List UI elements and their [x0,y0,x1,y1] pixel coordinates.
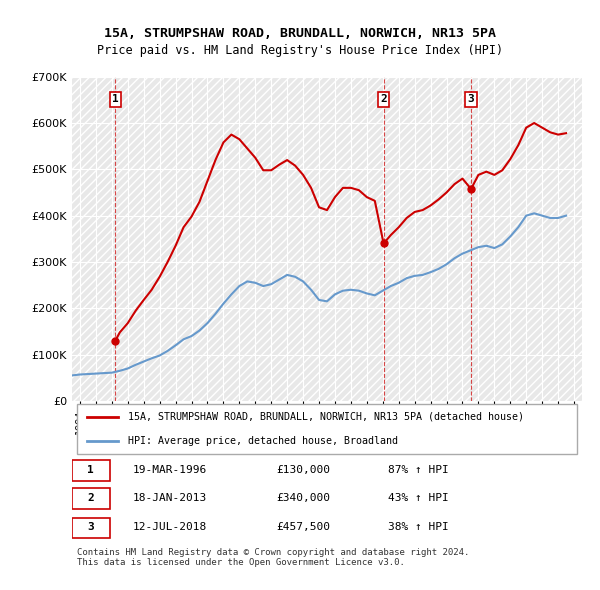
Text: 38% ↑ HPI: 38% ↑ HPI [388,522,449,532]
Text: £457,500: £457,500 [276,522,330,532]
FancyBboxPatch shape [72,518,110,539]
Text: HPI: Average price, detached house, Broadland: HPI: Average price, detached house, Broa… [128,436,398,446]
FancyBboxPatch shape [77,404,577,454]
Text: 3: 3 [88,522,94,532]
Text: £130,000: £130,000 [276,464,330,474]
Text: 2: 2 [88,493,94,503]
Text: 12-JUL-2018: 12-JUL-2018 [133,522,208,532]
Text: Price paid vs. HM Land Registry's House Price Index (HPI): Price paid vs. HM Land Registry's House … [97,44,503,57]
Text: 2: 2 [380,94,387,104]
FancyBboxPatch shape [72,460,110,481]
Text: 18-JAN-2013: 18-JAN-2013 [133,493,208,503]
Text: 15A, STRUMPSHAW ROAD, BRUNDALL, NORWICH, NR13 5PA (detached house): 15A, STRUMPSHAW ROAD, BRUNDALL, NORWICH,… [128,411,524,421]
Text: 19-MAR-1996: 19-MAR-1996 [133,464,208,474]
Text: 87% ↑ HPI: 87% ↑ HPI [388,464,449,474]
Text: 1: 1 [88,464,94,474]
Text: £340,000: £340,000 [276,493,330,503]
Text: 1: 1 [112,94,119,104]
FancyBboxPatch shape [72,489,110,509]
Text: 15A, STRUMPSHAW ROAD, BRUNDALL, NORWICH, NR13 5PA: 15A, STRUMPSHAW ROAD, BRUNDALL, NORWICH,… [104,27,496,40]
Text: Contains HM Land Registry data © Crown copyright and database right 2024.
This d: Contains HM Land Registry data © Crown c… [77,548,469,568]
Text: 43% ↑ HPI: 43% ↑ HPI [388,493,449,503]
Text: 3: 3 [468,94,475,104]
